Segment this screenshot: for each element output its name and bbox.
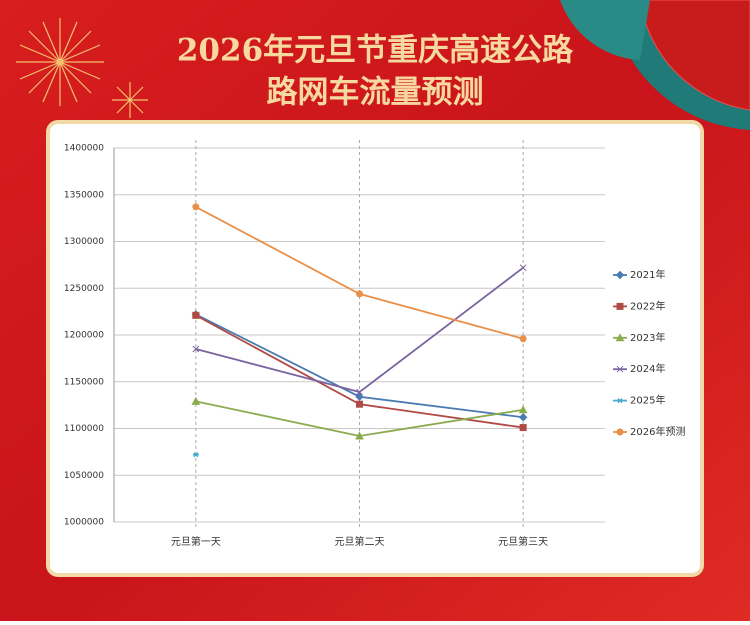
y-tick-label: 1050000 [64,471,104,481]
y-tick-label: 1250000 [64,284,104,294]
marker [519,335,527,343]
marker [519,424,527,432]
marker [356,388,363,396]
legend-marker [615,333,625,342]
marker [355,392,364,401]
x-tick-label: 元旦第三天 [498,535,548,548]
marker [192,345,200,353]
legend-marker [616,302,624,310]
legend-marker [617,398,623,404]
legend-marker [615,270,625,280]
plot: 1000000 1050000 1100000 1150000 1200000 12500… [64,140,685,548]
y-tick-label: 1000000 [64,518,104,528]
y-tick-label: 1400000 [64,144,104,154]
marker [192,311,200,319]
marker [518,405,528,414]
y-tick-label: 1200000 [64,331,104,341]
fan-decoration [560,0,750,130]
marker [356,290,363,298]
legend-label: 2021年 [630,268,665,281]
legend-marker [616,365,624,373]
marker [518,413,528,422]
legend-label: 2025年 [630,394,665,407]
y-tick-label: 1350000 [64,190,104,200]
x-tick-label: 元旦第一天 [171,535,221,548]
legend-label: 2026年预测 [630,425,685,438]
legend-marker [616,428,624,436]
marker [356,400,363,408]
marker [191,396,201,405]
x-tick-label: 元旦第二天 [335,535,385,548]
firework-decoration [16,18,148,118]
title-line: 路网车流量预测 [267,75,484,111]
title-line: 2026年元旦节重庆高速公路 [177,33,574,69]
chart-panel [46,120,704,577]
marker [192,452,199,458]
y-tick-label: 1300000 [64,237,104,247]
marker [355,431,364,440]
legend-label: 2023年 [630,331,665,344]
marker [519,264,527,272]
y-tick-label: 1150000 [64,377,104,387]
legend-label: 2022年 [630,299,665,312]
legend-label: 2024年 [630,362,665,375]
marker [192,203,200,211]
y-tick-label: 1100000 [64,424,104,434]
